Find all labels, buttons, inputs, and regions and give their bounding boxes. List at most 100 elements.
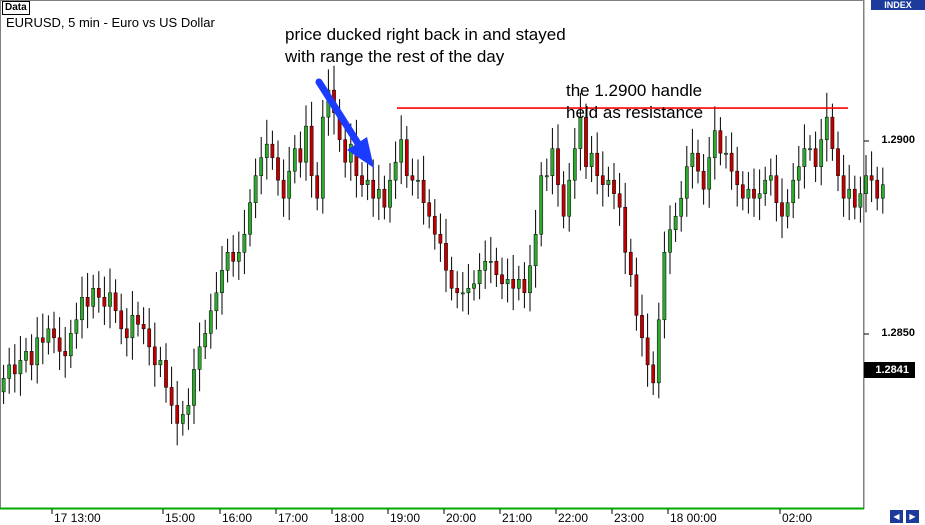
candle-body-down	[12, 364, 17, 375]
candle-body-down	[852, 188, 857, 208]
candle-body-up	[376, 188, 381, 199]
candle-body-up	[91, 288, 96, 307]
x-tick-label: 17:00	[278, 511, 309, 525]
candle-body-down	[500, 274, 504, 285]
candle-body-down	[147, 328, 152, 348]
candle-body-down	[29, 351, 34, 366]
candle-body-down	[612, 179, 616, 194]
candle-body-up	[460, 292, 465, 295]
candle-body-up	[488, 261, 493, 263]
candle-body-down	[841, 175, 846, 199]
candle-body-up	[578, 116, 583, 149]
candle-body-up	[880, 184, 885, 199]
candle-body-down	[102, 297, 107, 307]
candle-body-up	[108, 292, 112, 307]
candle-body-up	[516, 279, 521, 289]
candle-body-down	[281, 179, 286, 199]
candle-body-down	[780, 202, 784, 217]
candle-body-down	[298, 148, 303, 163]
candle-body-down	[119, 310, 124, 330]
candle-body-down	[231, 251, 236, 262]
candle-body-down	[556, 148, 560, 185]
candle-body-up	[68, 333, 73, 357]
candle-body-up	[466, 288, 471, 294]
candle-body-down	[315, 175, 320, 199]
candle-body-up	[567, 179, 572, 217]
candle-body-down	[511, 279, 516, 289]
candle-body-up	[808, 148, 812, 151]
candle-body-up	[791, 179, 796, 203]
last-price-label: 1.2841	[864, 362, 915, 378]
candle-body-up	[690, 152, 695, 167]
candle-body-down	[360, 175, 364, 185]
x-tick-label: 17 13:00	[54, 511, 101, 525]
index-button[interactable]: INDEX	[871, 0, 925, 10]
scroll-left-icon[interactable]: ◀	[890, 510, 903, 523]
scroll-right-icon[interactable]: ▶	[906, 510, 919, 523]
candle-body-down	[813, 148, 818, 167]
candle-body-down	[63, 351, 68, 357]
candle-body-up	[259, 157, 264, 176]
candle-body-down	[124, 328, 129, 339]
candle-body-up	[796, 166, 801, 181]
candle-body-up	[264, 143, 269, 158]
candle-body-up	[746, 188, 751, 199]
candle-body-down	[152, 346, 157, 366]
candle-body-down	[449, 270, 454, 289]
candle-body-up	[74, 319, 79, 334]
candle-body-up	[197, 346, 202, 370]
candle-body-up	[483, 261, 488, 271]
candle-body-up	[858, 193, 863, 208]
candle-body-up	[399, 139, 404, 163]
candle-body-down	[875, 179, 880, 199]
candle-body-up	[533, 233, 538, 267]
candle-body-up	[572, 148, 577, 181]
x-tick-label: 22:00	[558, 511, 589, 525]
candle-body-down	[595, 152, 600, 176]
candle-body-down	[617, 193, 622, 208]
candle-body-up	[824, 116, 829, 140]
candle-body-up	[220, 270, 224, 294]
candle-body-down	[640, 315, 644, 339]
candle-body-down	[52, 328, 56, 339]
candle-body-up	[248, 202, 252, 235]
candle-body-down	[740, 184, 745, 199]
candle-body-down	[718, 130, 723, 154]
candle-body-up	[236, 251, 241, 262]
candle-body-up	[180, 414, 185, 424]
candle-body-down	[729, 152, 734, 172]
candle-body-up	[757, 193, 762, 199]
candle-body-down	[404, 139, 409, 176]
chart-title: EURUSD, 5 min - Euro vs US Dollar	[6, 15, 215, 30]
candle-body-up	[606, 179, 611, 185]
x-tick-label: 18 00:00	[670, 511, 717, 525]
candlestick-series	[1, 65, 885, 446]
candle-body-down	[309, 125, 314, 176]
candle-body-down	[421, 179, 426, 203]
candle-body-down	[623, 206, 628, 253]
candle-body-down	[343, 139, 348, 163]
x-axis-ticks	[51, 509, 781, 514]
candle-body-down	[696, 152, 700, 172]
candle-body-down	[651, 364, 656, 384]
candle-body-up	[416, 179, 420, 182]
candle-body-up	[192, 369, 196, 406]
x-tick-label: 18:00	[334, 511, 365, 525]
candle-body-down	[175, 405, 180, 424]
candle-body-down	[628, 251, 633, 276]
candle-body-down	[40, 337, 45, 343]
candle-body-up	[18, 360, 23, 375]
candle-body-down	[382, 188, 387, 208]
candle-body-down	[371, 179, 376, 199]
candle-body-up	[539, 175, 544, 235]
candle-body-down	[57, 337, 62, 352]
candle-body-down	[584, 116, 588, 167]
candle-body-up	[242, 233, 247, 253]
candle-body-up	[528, 265, 532, 294]
x-tick-label: 19:00	[390, 511, 421, 525]
candle-body-down	[836, 148, 840, 176]
candle-body-up	[802, 148, 807, 167]
candle-body-down	[494, 261, 499, 276]
candle-body-up	[819, 139, 824, 167]
